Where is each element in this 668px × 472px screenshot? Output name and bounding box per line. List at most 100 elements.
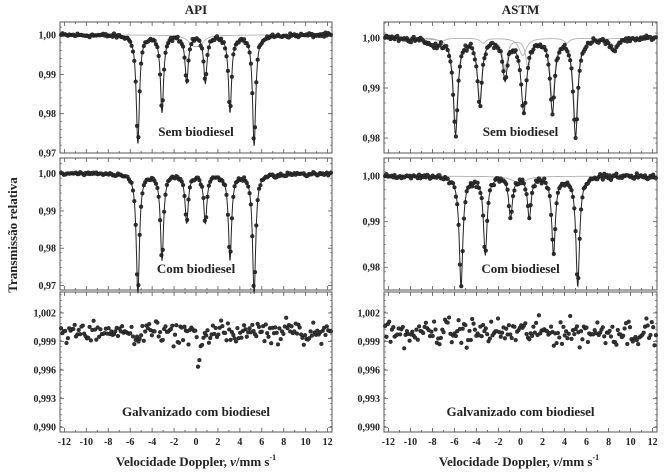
panel-annotation: Com biodiesel xyxy=(481,261,560,276)
data-point xyxy=(487,336,492,341)
data-point xyxy=(645,323,650,328)
data-point xyxy=(130,334,136,339)
data-point xyxy=(259,329,264,334)
data-point xyxy=(524,331,529,337)
data-point xyxy=(129,324,134,329)
x-axis-label-var: v xyxy=(553,454,559,469)
x-tick-label: 4 xyxy=(562,437,567,448)
data-point xyxy=(395,33,400,38)
data-point xyxy=(77,332,83,337)
x-tick-label: -10 xyxy=(404,437,417,448)
data-point xyxy=(235,326,240,331)
data-point xyxy=(163,324,168,329)
data-point xyxy=(308,329,313,334)
data-point xyxy=(467,328,472,333)
data-point xyxy=(548,324,554,329)
data-point xyxy=(227,327,232,332)
y-tick-label: 1,002 xyxy=(34,308,57,319)
data-point xyxy=(301,342,306,347)
data-point xyxy=(86,335,91,340)
y-tick-label: 0,993 xyxy=(358,394,381,405)
data-point xyxy=(460,326,465,331)
data-point xyxy=(523,321,528,326)
data-point xyxy=(65,336,70,341)
x-axis-label-text: Velocidade Doppler, xyxy=(439,454,553,469)
data-point xyxy=(391,325,396,330)
data-point xyxy=(63,328,68,333)
data-point xyxy=(170,323,175,328)
y-tick-label: 0,97 xyxy=(39,281,57,292)
y-tick-label: 1,00 xyxy=(363,34,381,45)
data-point xyxy=(319,341,324,346)
data-point xyxy=(463,323,468,328)
fit-line xyxy=(384,175,657,288)
y-tick-label: 0,996 xyxy=(34,366,57,377)
data-point xyxy=(303,333,308,338)
data-point xyxy=(204,333,209,338)
y-tick-label: 0,98 xyxy=(39,109,57,120)
fit-line xyxy=(60,173,332,294)
data-point xyxy=(213,325,218,331)
data-point xyxy=(438,40,443,45)
data-point xyxy=(139,333,144,338)
data-point xyxy=(297,325,302,330)
fit-line xyxy=(384,37,657,138)
data-point xyxy=(430,333,435,339)
x-tick-label: -10 xyxy=(80,437,93,448)
data-point xyxy=(200,342,205,347)
data-point xyxy=(449,340,454,345)
data-point xyxy=(91,318,96,323)
data-point xyxy=(561,324,566,329)
fit-line xyxy=(60,34,332,146)
y-tick-label: 0,98 xyxy=(363,134,381,145)
data-point xyxy=(181,338,186,343)
data-point xyxy=(595,320,600,325)
data-point xyxy=(256,324,262,329)
data-point xyxy=(278,337,283,342)
data-point xyxy=(242,323,247,328)
x-tick-label: -2 xyxy=(170,437,178,448)
x-axis-label-astm: Velocidade Doppler, v/mm s-1 xyxy=(439,453,599,469)
x-tick-label: 6 xyxy=(259,437,264,448)
x-tick-label: -8 xyxy=(428,437,436,448)
data-point xyxy=(483,326,488,331)
y-tick-label: 0,993 xyxy=(34,394,57,405)
data-point xyxy=(243,327,248,332)
data-point xyxy=(277,326,282,331)
x-tick-label: -12 xyxy=(382,437,395,448)
data-point xyxy=(208,335,213,341)
panel-astm-3: -12 -10 -8 -6 -4 -2 0 2 4 6 8 10 12 1,002 0,999 0,996 0,… xyxy=(358,291,658,448)
x-tick-label: -4 xyxy=(472,437,480,448)
data-point xyxy=(506,323,511,328)
data-point xyxy=(509,335,514,341)
data-point xyxy=(648,332,653,338)
data-point xyxy=(584,325,589,330)
data-point xyxy=(456,318,461,323)
data-point xyxy=(485,332,490,337)
data-point xyxy=(119,324,125,329)
data-point xyxy=(247,326,252,331)
data-point xyxy=(542,176,547,181)
x-tick-label: -8 xyxy=(104,437,112,448)
data-point xyxy=(502,336,507,341)
data-point xyxy=(621,333,626,338)
data-point xyxy=(269,341,274,346)
data-point xyxy=(171,344,176,349)
y-tick-label: 0,990 xyxy=(34,423,57,434)
data-point xyxy=(216,332,221,337)
data-point xyxy=(565,336,570,341)
x-tick-label: 10 xyxy=(301,437,311,448)
data-point xyxy=(603,341,608,346)
data-point xyxy=(636,342,641,347)
data-point xyxy=(233,339,239,344)
data-point xyxy=(531,324,536,329)
data-point xyxy=(64,340,69,346)
data-point xyxy=(300,335,305,340)
data-point xyxy=(557,335,562,340)
data-point xyxy=(513,337,518,343)
data-point xyxy=(137,336,142,341)
data-point xyxy=(172,332,178,337)
data-point xyxy=(225,321,230,326)
x-axis-label-text: Velocidade Doppler, xyxy=(116,454,230,469)
